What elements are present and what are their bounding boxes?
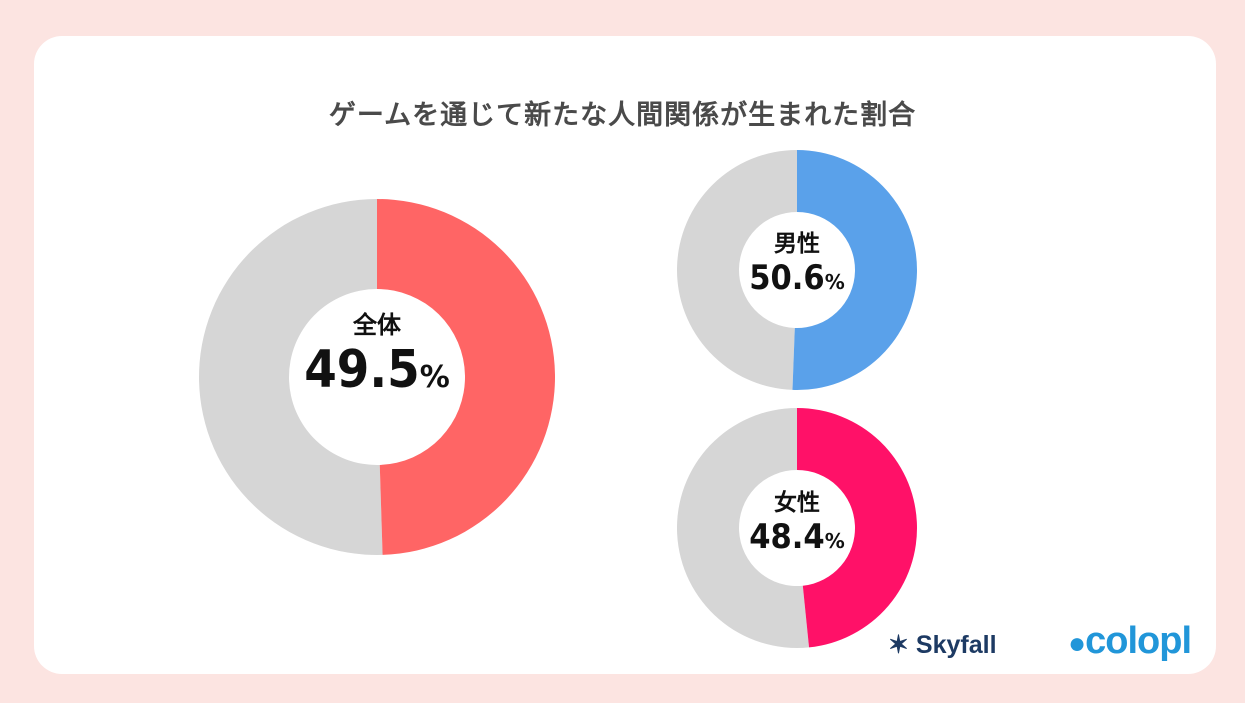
colopl-logo-text: colopl (1085, 620, 1192, 662)
female-donut (677, 408, 918, 648)
overall-slice-rest (198, 199, 383, 555)
male-label: 男性 50.6% (737, 224, 857, 298)
female-value: 48.4 (749, 517, 825, 557)
overall-unit: % (419, 360, 450, 395)
male-name: 男性 (774, 231, 820, 257)
male-unit: % (824, 270, 845, 294)
female-name: 女性 (774, 490, 820, 516)
colopl-logo: ●colopl (1068, 620, 1192, 663)
overall-slice-value (377, 199, 556, 555)
colopl-mascot-icon: ● (1068, 627, 1086, 660)
overall-label: 全体 49.5% (287, 305, 467, 400)
skyfall-logo: ✶ Skyfall (888, 630, 997, 660)
male-slice-rest (677, 150, 797, 390)
overall-value: 49.5 (304, 340, 420, 400)
skyfall-star-icon: ✶ (888, 631, 909, 659)
female-slice-rest (677, 408, 810, 648)
female-label: 女性 48.4% (737, 483, 857, 557)
male-value: 50.6 (749, 258, 825, 298)
male-slice-value (792, 150, 918, 391)
overall-donut (198, 199, 556, 555)
skyfall-logo-text: Skyfall (915, 631, 997, 659)
chart-title: ゲームを通じて新たな人間関係が生まれた割合 (328, 100, 917, 131)
female-unit: % (824, 529, 845, 553)
female-slice-value (797, 408, 918, 648)
male-donut (677, 150, 918, 391)
overall-name: 全体 (353, 311, 401, 339)
